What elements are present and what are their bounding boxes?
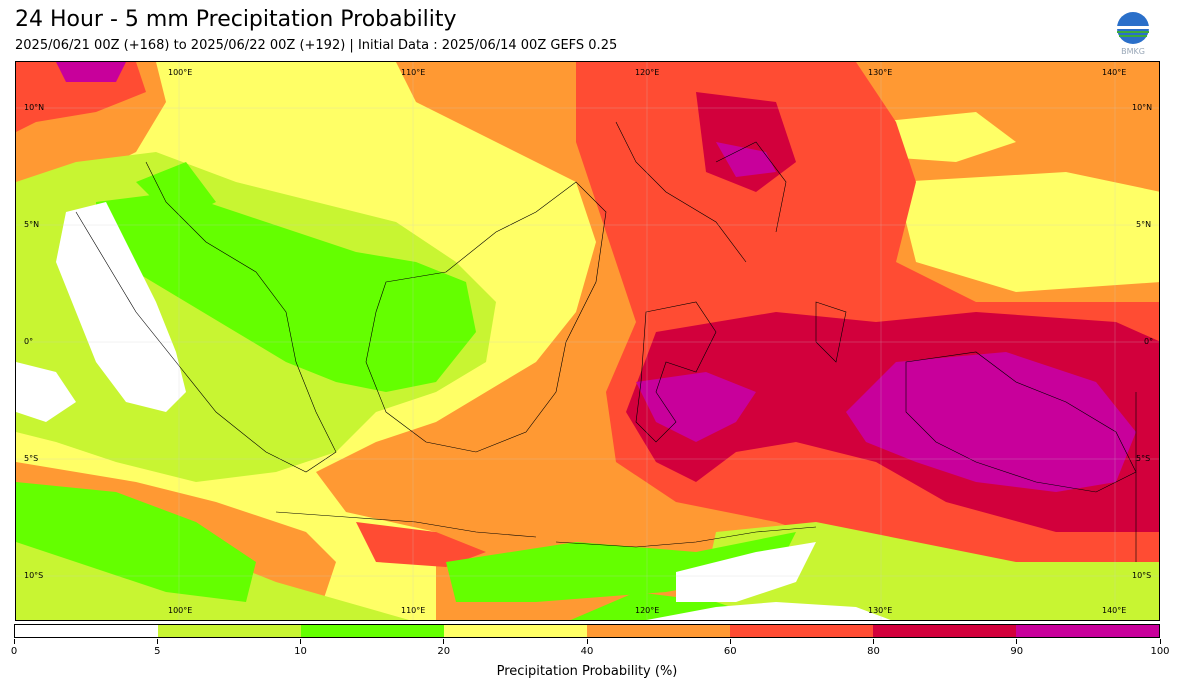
colorbar-label: Precipitation Probability (%) xyxy=(496,664,678,679)
colorbar-segment xyxy=(15,625,158,637)
lon-label-100e-top: 100°E xyxy=(168,68,193,77)
map-subtitle: 2025/06/21 00Z (+168) to 2025/06/22 00Z … xyxy=(15,38,618,53)
logo-text: BMKG xyxy=(1121,47,1145,56)
colorbar-tick-label: 90 xyxy=(1010,646,1024,657)
colorbar-tick-label: 60 xyxy=(723,646,737,657)
colorbar-tick xyxy=(586,639,588,644)
map-title: 24 Hour - 5 mm Precipitation Probability xyxy=(15,7,457,32)
lon-label-130e-bottom: 130°E xyxy=(868,606,893,615)
colorbar-tick xyxy=(443,639,445,644)
colorbar-tick xyxy=(156,639,158,644)
colorbar-tick-label: 5 xyxy=(154,646,161,657)
lat-label-10s-left: 10°S xyxy=(24,571,44,580)
colorbar-tick-label: 80 xyxy=(867,646,880,657)
colorbar-segment xyxy=(301,625,444,637)
lon-label-110e-top: 110°E xyxy=(401,68,426,77)
colorbar-segment xyxy=(587,625,730,637)
lat-label-5n-right: 5°N xyxy=(1136,220,1152,229)
colorbar-tick xyxy=(729,639,731,644)
lon-label-140e-top: 140°E xyxy=(1102,68,1127,77)
lon-label-100e-bottom: 100°E xyxy=(168,606,193,615)
colorbar-segment xyxy=(873,625,1016,637)
colorbar-tick xyxy=(300,639,301,644)
bmkg-logo: BMKG xyxy=(1113,10,1153,56)
colorbar xyxy=(14,624,1160,638)
lon-label-120e-bottom: 120°E xyxy=(635,606,660,615)
colorbar-tick-label: 40 xyxy=(580,646,594,657)
map-field xyxy=(16,62,1159,620)
colorbar-tick-label: 100 xyxy=(1150,646,1170,657)
lat-label-0-left: 0° xyxy=(24,337,34,346)
lon-label-110e-bottom: 110°E xyxy=(401,606,426,615)
lat-label-5s-right: 5°S xyxy=(1136,454,1151,463)
colorbar-segment xyxy=(1016,625,1159,637)
colorbar-tick xyxy=(873,639,874,644)
lon-label-140e-bottom: 140°E xyxy=(1102,606,1127,615)
colorbar-segment xyxy=(158,625,301,637)
lon-label-130e-top: 130°E xyxy=(868,68,893,77)
colorbar-tick xyxy=(1159,639,1161,644)
lat-label-10s-right: 10°S xyxy=(1132,571,1152,580)
colorbar-tick-label: 0 xyxy=(10,646,18,657)
colorbar-segment xyxy=(730,625,873,637)
colorbar-tick xyxy=(13,639,15,644)
colorbar-segment xyxy=(444,625,587,637)
lon-label-120e-top: 120°E xyxy=(635,68,660,77)
lat-label-0-right: 0° xyxy=(1144,337,1154,346)
colorbar-tick xyxy=(1016,639,1018,644)
lat-label-5s-left: 5°S xyxy=(24,454,39,463)
lat-label-5n-left: 5°N xyxy=(24,220,40,229)
precipitation-map: 100°E 110°E 120°E 130°E 140°E 100°E 110°… xyxy=(15,61,1160,621)
lat-label-10n-left: 10°N xyxy=(24,103,45,112)
colorbar-tick-label: 10 xyxy=(294,646,307,657)
lat-label-10n-right: 10°N xyxy=(1132,103,1153,112)
colorbar-tick-label: 20 xyxy=(437,646,451,657)
